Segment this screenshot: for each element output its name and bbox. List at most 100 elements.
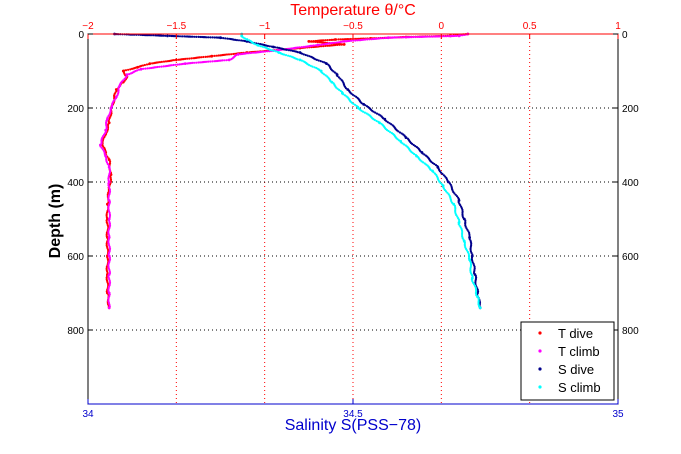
data-point (362, 110, 365, 113)
data-point (464, 222, 467, 225)
data-point (330, 38, 333, 42)
data-point (439, 181, 442, 185)
data-point (176, 63, 179, 66)
data-point (197, 61, 200, 64)
data-point (146, 67, 149, 70)
data-point (108, 293, 111, 296)
data-point (426, 35, 430, 38)
data-point (421, 152, 424, 155)
data-point (472, 281, 475, 284)
data-point (129, 72, 132, 75)
data-point (345, 40, 348, 43)
data-point (469, 263, 473, 266)
data-point (443, 35, 446, 38)
data-point (374, 111, 377, 114)
data-point (200, 56, 203, 59)
data-point (221, 59, 224, 62)
data-point (152, 62, 155, 65)
data-point (401, 142, 404, 145)
data-point (245, 38, 249, 41)
data-point (463, 241, 466, 244)
data-point (191, 35, 194, 38)
data-point (145, 63, 149, 66)
data-point (222, 37, 225, 40)
data-point (105, 156, 108, 159)
data-point (105, 213, 108, 216)
data-point (339, 38, 342, 41)
data-point (107, 288, 110, 291)
data-point (410, 36, 413, 39)
data-point (298, 58, 302, 62)
data-point (109, 178, 113, 181)
data-point (460, 229, 464, 232)
data-point (284, 54, 288, 57)
data-point (322, 45, 325, 48)
right-tick-label: 200 (622, 104, 639, 115)
data-point (372, 110, 375, 113)
data-point (414, 35, 417, 39)
data-point (342, 40, 346, 43)
data-point (107, 114, 110, 117)
data-point (300, 46, 303, 49)
data-point (253, 51, 257, 54)
data-point (457, 223, 460, 226)
data-point (363, 111, 366, 114)
data-point (106, 248, 110, 251)
data-point (353, 103, 357, 106)
data-point (433, 162, 436, 166)
data-point (285, 48, 288, 52)
data-point (474, 281, 477, 284)
data-point (331, 41, 334, 45)
series-s-climb (240, 32, 482, 310)
data-point (239, 53, 242, 56)
data-point (176, 35, 180, 38)
data-point (269, 48, 272, 52)
data-point (186, 57, 189, 60)
legend-label: T climb (558, 344, 600, 359)
data-point (108, 167, 111, 170)
data-point (266, 44, 270, 48)
data-point (439, 171, 443, 174)
legend-marker (538, 367, 542, 371)
data-point (249, 51, 252, 55)
data-point (414, 145, 417, 148)
data-point (323, 73, 326, 76)
data-point (473, 267, 476, 270)
data-point (160, 60, 163, 64)
data-point (423, 153, 426, 156)
data-point (459, 204, 462, 207)
data-point (387, 129, 390, 133)
data-point (337, 76, 340, 79)
data-point (213, 54, 216, 58)
right-tick-label: 600 (622, 252, 639, 263)
data-point (204, 55, 207, 59)
data-point (105, 158, 108, 161)
data-point (310, 40, 313, 43)
data-point (431, 35, 434, 38)
data-point (213, 60, 216, 63)
data-point (225, 59, 228, 62)
legend: T dive T climb S dive S climb (520, 321, 615, 401)
data-point (461, 211, 464, 214)
data-point (109, 108, 112, 111)
data-point (128, 73, 131, 76)
data-point (149, 34, 153, 37)
data-point (205, 36, 208, 39)
data-point (227, 53, 231, 56)
data-point (122, 79, 125, 82)
data-point (318, 41, 321, 44)
data-point (449, 35, 452, 38)
data-point (199, 35, 202, 39)
data-point (164, 34, 167, 37)
data-point (174, 58, 178, 62)
data-point (208, 55, 211, 58)
data-point (302, 45, 306, 49)
data-point (412, 143, 415, 147)
data-point (360, 109, 363, 112)
data-point (350, 39, 353, 42)
data-point (105, 267, 108, 270)
data-point (384, 36, 387, 40)
data-point (247, 52, 250, 55)
legend-label: S climb (558, 380, 601, 395)
data-point (289, 49, 293, 52)
